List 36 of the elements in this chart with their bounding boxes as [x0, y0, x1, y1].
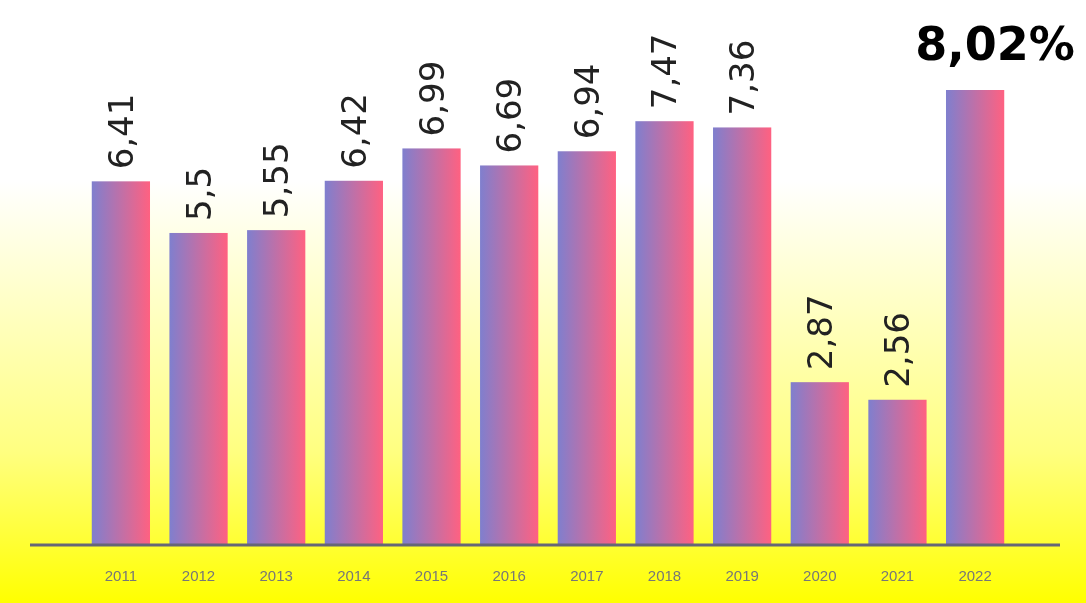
data-label: 7,36 — [722, 39, 763, 116]
bar — [557, 151, 616, 545]
data-label: 6,42 — [333, 93, 374, 169]
bar — [868, 399, 927, 545]
bar — [91, 181, 151, 545]
data-label: 5,5 — [178, 166, 219, 221]
x-tick-label: 2019 — [725, 567, 759, 584]
x-tick-label: 2014 — [337, 567, 371, 584]
bar — [790, 382, 849, 545]
x-tick-label: 2017 — [570, 567, 604, 584]
data-label: 6,69 — [489, 77, 530, 154]
data-label: 7,47 — [644, 33, 685, 110]
x-tick-label: 2021 — [880, 567, 915, 584]
data-label: 6,41 — [100, 93, 141, 170]
x-tick-label: 2022 — [958, 567, 992, 584]
data-label: 5,55 — [256, 142, 297, 219]
x-tick-label: 2020 — [803, 567, 837, 584]
bar — [402, 148, 461, 545]
bar — [480, 165, 539, 545]
x-tick-label: 2012 — [181, 567, 216, 584]
bar — [635, 121, 694, 545]
x-tick-label: 2011 — [104, 567, 138, 584]
data-label: 6,99 — [411, 60, 452, 137]
data-label: 8,02% — [915, 17, 1075, 71]
bar — [247, 230, 306, 545]
x-tick-label: 2016 — [492, 567, 526, 584]
data-label: 2,87 — [799, 294, 840, 371]
data-label: 2,56 — [877, 312, 918, 388]
x-tick-label: 2013 — [259, 567, 293, 584]
x-tick-label: 2018 — [647, 567, 682, 584]
bar — [713, 127, 772, 545]
x-tick-label: 2015 — [414, 567, 449, 584]
data-label: 6,94 — [566, 63, 607, 140]
bar — [169, 232, 228, 545]
bar — [324, 180, 383, 545]
bar — [945, 90, 1005, 545]
